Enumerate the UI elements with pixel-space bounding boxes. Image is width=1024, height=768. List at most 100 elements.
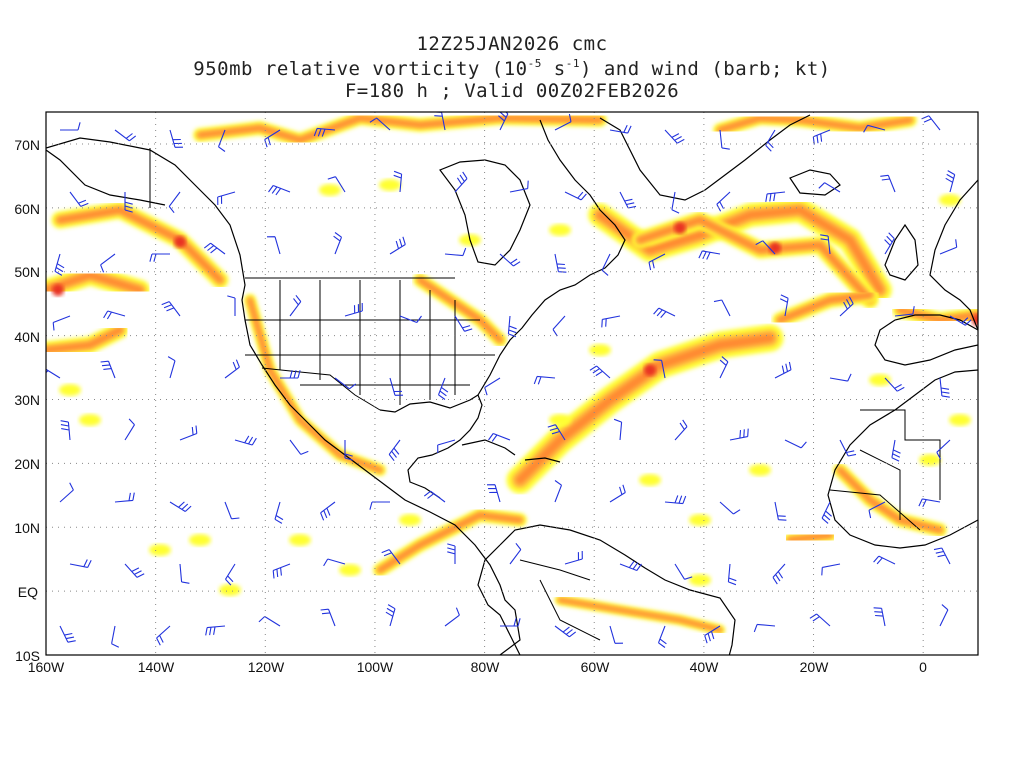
- wind-barb: [124, 418, 135, 441]
- wind-barb: [389, 236, 406, 255]
- wind-barb: [674, 419, 688, 441]
- wind-barb: [674, 563, 693, 580]
- wind-barb: [755, 240, 776, 255]
- wind-barb: [950, 677, 968, 688]
- wind-barb: [161, 301, 181, 317]
- wind-barb: [289, 294, 302, 317]
- africa-borders: [829, 409, 941, 531]
- wind-barb: [323, 558, 346, 567]
- wind-barb: [921, 115, 941, 131]
- map-title-line1: 12Z25JAN2026 cmc: [416, 33, 608, 55]
- wind-barb: [369, 501, 390, 510]
- vorticity-band: [558, 598, 722, 632]
- wind-barb: [169, 129, 184, 148]
- title-line2-pre: 950mb relative vorticity (10: [193, 58, 528, 80]
- wind-barb: [884, 377, 905, 392]
- wind-barb: [891, 439, 901, 462]
- lat-label-10s: 10S: [15, 648, 40, 664]
- wind-barb: [873, 555, 896, 565]
- wind-barb: [895, 668, 907, 688]
- wind-barb: [103, 310, 126, 320]
- wind-barb: [609, 124, 632, 134]
- wind-barb: [613, 418, 623, 441]
- wind-barb: [399, 315, 422, 324]
- wind-barb: [863, 124, 886, 133]
- wind-barb: [484, 377, 501, 396]
- wind-barb: [510, 688, 528, 702]
- lon-label-80w: 80W: [471, 659, 501, 675]
- vorticity-patch: [589, 344, 611, 356]
- lat-label-60n: 60N: [14, 201, 40, 217]
- lon-label-60w: 60W: [581, 659, 611, 675]
- wind-barb: [939, 377, 950, 398]
- us-mexico-border: [261, 367, 381, 411]
- wind-barb: [320, 608, 336, 627]
- wind-barb: [381, 549, 401, 565]
- wind-barb: [784, 439, 807, 449]
- wind-barb: [753, 623, 776, 633]
- wind-barb: [258, 616, 281, 627]
- wind-barb: [69, 559, 92, 568]
- wind-barb: [509, 542, 522, 565]
- wind-barb: [111, 625, 120, 648]
- wind-barb: [385, 604, 396, 627]
- wind-barb: [719, 356, 729, 379]
- wind-barb: [179, 563, 190, 584]
- wind-barb: [619, 191, 637, 209]
- wind-barb: [765, 129, 776, 152]
- wind-barb: [124, 563, 145, 578]
- wind-barb: [266, 236, 281, 255]
- vorticity-patch: [919, 454, 941, 466]
- wind-barb: [894, 306, 915, 317]
- wind-barb: [609, 625, 624, 644]
- wind-barb: [839, 296, 854, 317]
- wind-barb: [272, 563, 291, 579]
- latitude-labels: 70N 60N 50N 40N 30N 20N 10N EQ 10S: [14, 137, 40, 664]
- wind-barb: [59, 482, 74, 503]
- wind-barb: [880, 174, 896, 193]
- wind-barb: [727, 563, 737, 586]
- cuba: [461, 439, 516, 456]
- wind-barb: [884, 232, 895, 255]
- wind-barb: [918, 498, 941, 508]
- wind-barb: [156, 625, 171, 646]
- vorticity-band: [377, 512, 523, 573]
- lon-label-0: 0: [919, 659, 927, 675]
- vorticity-patch: [189, 534, 211, 546]
- wind-barb: [168, 191, 181, 214]
- wind-barb: [565, 688, 573, 708]
- lat-label-eq: EQ: [18, 584, 38, 600]
- gulf-coast: [379, 394, 483, 499]
- wind-barb: [124, 192, 133, 213]
- wind-barb: [280, 370, 301, 379]
- wind-barb: [939, 604, 949, 627]
- vorticity-patch: [689, 514, 711, 526]
- wind-barb: [500, 618, 521, 627]
- wind-barb: [564, 191, 587, 201]
- lat-label-40n: 40N: [14, 329, 40, 345]
- wind-barb: [601, 253, 611, 276]
- longitude-labels: 160W 140W 120W 100W 80W 60W 40W 20W 0: [28, 659, 927, 675]
- wind-barb: [933, 547, 951, 565]
- wind-barb: [224, 359, 240, 379]
- wind-barb: [264, 129, 281, 148]
- wind-barb: [203, 242, 226, 255]
- wind-barb: [114, 492, 135, 503]
- wind-barb: [60, 420, 71, 441]
- vorticity-patch: [949, 414, 971, 426]
- wind-barb: [939, 239, 958, 255]
- wind-barb: [62, 688, 70, 709]
- iceland: [789, 169, 841, 196]
- vorticity-patch: [639, 474, 661, 486]
- vorticity-band: [833, 463, 947, 537]
- wind-barb: [234, 435, 257, 446]
- wind-barb: [719, 501, 741, 515]
- lon-label-140w: 140W: [138, 659, 175, 675]
- wind-barb: [179, 425, 198, 441]
- lat-label-20n: 20N: [14, 456, 40, 472]
- wind-barb: [327, 176, 346, 193]
- wind-barb: [313, 127, 336, 137]
- hispaniola: [524, 457, 561, 463]
- wind-barb: [100, 253, 116, 273]
- title-exponent-1: -5: [527, 57, 542, 70]
